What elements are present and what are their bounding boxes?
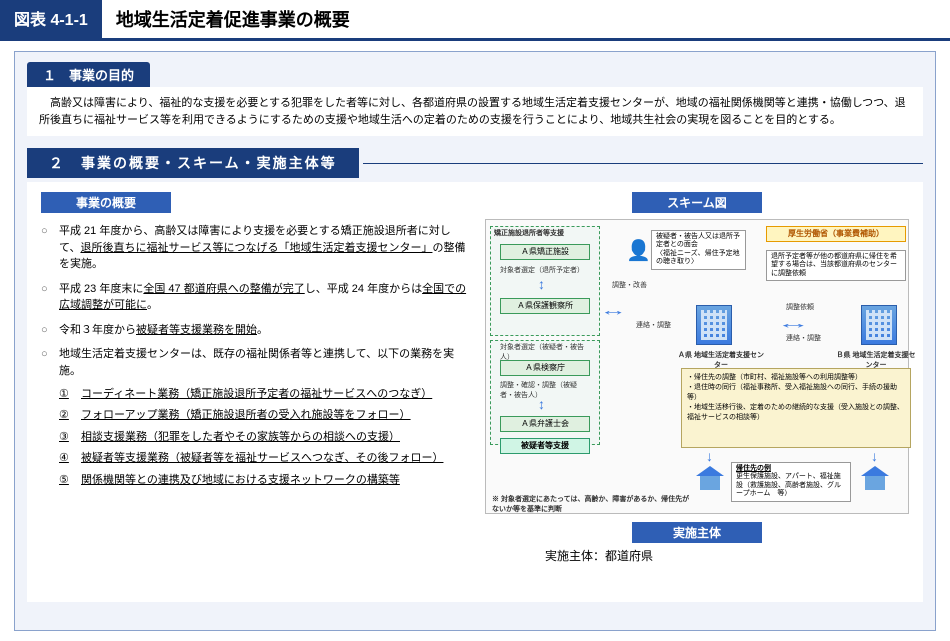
label-sel1: 対象者選定（退所予定者） <box>500 265 590 275</box>
num-1: ①コーディネート業務（矯正施設退所予定者の福祉サービスへのつなぎ） <box>59 387 471 402</box>
node-prosecutor: Ａ県検察庁 <box>500 360 590 376</box>
node-probation: Ａ県保護観察所 <box>500 298 590 314</box>
label-adjust-dep: 調整依頼 <box>786 302 814 312</box>
figure-header: 図表 4-1-1 地域生活定着促進事業の概要 <box>0 0 950 41</box>
bullet-3-u: 被疑者等支援業務を開始 <box>136 324 257 336</box>
section1-body: 高齢又は障害により、福祉的な支援を必要とする犯罪をした者等に対し、各都道府県の設… <box>27 87 923 136</box>
bullet-4: ○ 地域生活定着支援センターは、既存の福祉関係者等と連携して、以下の業務を実施。 <box>41 346 471 379</box>
section2-header-row: ２ 事業の概要・スキーム・実施主体等 <box>27 148 923 178</box>
balloon-1: 被疑者・被告人又は退所予定者との面会 〈福祉ニーズ、帰住予定地の聴き取り〉 <box>651 230 746 270</box>
bullet-3-post: 。 <box>257 324 268 336</box>
yellow-bullets-box: ・帰住先の調整（市町村、福祉施設等への利用調整等） ・退住時の同行（福祉事務所、… <box>681 368 911 448</box>
group-correction <box>490 226 600 336</box>
overview-column: 事業の概要 ○ 平成 21 年度から、高齢又は障害により支援を必要とする矯正施設… <box>41 192 471 590</box>
bullet-3-pre: 令和３年度から <box>59 324 136 336</box>
node-suspect-support: 被疑者等支援 <box>500 438 590 454</box>
label-centerB: Ｂ県 地域生活定着支援センター <box>836 350 916 370</box>
section2-body: 事業の概要 ○ 平成 21 年度から、高齢又は障害により支援を必要とする矯正施設… <box>27 182 923 602</box>
impl-header: 実施主体 <box>632 522 762 543</box>
yb-3: ・地域生活移行後、定着のための継続的な支援（受入施設との調整、福祉サービスの相談… <box>687 402 905 422</box>
section1-header: １ 事業の目的 <box>27 62 150 87</box>
label-adj2: 調整・確認・調整（被疑者・被告人） <box>500 380 590 400</box>
label-sel2: 対象者選定（被疑者・被告人） <box>500 342 590 362</box>
label-adj: 調整・改善 <box>612 280 647 290</box>
bullet-2-u: 全国 47 都道府県への整備が完了 <box>143 283 304 295</box>
impl-body: 実施主体：都道府県 <box>485 547 909 564</box>
outer-panel: １ 事業の目的 高齢又は障害により、福祉的な支援を必要とする犯罪をした者等に対し… <box>14 51 936 631</box>
bullet-1: ○ 平成 21 年度から、高齢又は障害により支援を必要とする矯正施設退所者に対し… <box>41 223 471 273</box>
node-correction: Ａ県矯正施設 <box>500 244 590 260</box>
building-centerB-icon <box>861 305 897 345</box>
bullet-4-pre: 地域生活定着支援センターは、既存の福祉関係者等と連携して、以下の業務を実施。 <box>59 346 471 379</box>
label-liaison: 連絡・調整 <box>636 320 671 330</box>
bullet-1-u: 退所後直ちに福祉サービス等につなげる「地域生活定着支援センター」 <box>80 242 432 254</box>
node-mhlw: 厚生労働省（事業費補助） <box>766 226 906 242</box>
scheme-header: スキーム図 <box>632 192 762 213</box>
num-5: ⑤関係機関等との連携及び地域における支援ネットワークの構築等 <box>59 473 471 488</box>
bullet-2-post: 。 <box>147 299 158 311</box>
house-example-box: 帰住先の例 更生保護施設、アパート、福祉施設（救護施設、高齢者施設、グループホー… <box>731 462 851 502</box>
bullet-2-mid: し、平成 24 年度からは <box>305 283 422 295</box>
num-4: ④被疑者等支援業務（被疑者等を福祉サービスへつなぎ、その後フォロー） <box>59 451 471 466</box>
figure-title: 地域生活定着促進事業の概要 <box>102 0 364 38</box>
person-icon: 👤 <box>626 238 651 263</box>
bullet-2-pre: 平成 23 年度末に <box>59 283 143 295</box>
num-3: ③相談支援業務（犯罪をした者やその家族等からの相談への支援） <box>59 430 471 445</box>
overview-header: 事業の概要 <box>41 192 171 213</box>
num-2: ②フォローアップ業務（矯正施設退所者の受入れ施設等をフォロー） <box>59 408 471 423</box>
scheme-diagram: 矯正施設退所者等支援 Ａ県矯正施設 対象者選定（退所予定者） ↕ Ａ県保護観察所… <box>485 219 909 514</box>
section2-header-line <box>363 163 923 164</box>
house-b-icon <box>861 466 889 490</box>
scheme-footnote: ※ 対象者選定にあたっては、高齢か、障害があるか、帰住先がないか等を基準に判断 <box>492 494 692 514</box>
note-right: 退所予定者等が他の都道府県に帰住を希望する場合は、当該都道府県のセンターに調整依… <box>766 250 906 281</box>
house-a-icon <box>696 466 724 490</box>
section2-header: ２ 事業の概要・スキーム・実施主体等 <box>27 148 359 178</box>
label-centerA: Ａ県 地域生活定着支援センター <box>676 350 766 370</box>
node-bar: Ａ県弁護士会 <box>500 416 590 432</box>
scheme-column: スキーム図 矯正施設退所者等支援 Ａ県矯正施設 対象者選定（退所予定者） ↕ Ａ… <box>485 192 909 590</box>
figure-label: 図表 4-1-1 <box>0 0 102 38</box>
group-correction-label: 矯正施設退所者等支援 <box>494 228 564 238</box>
yb-2: ・退住時の同行（福祉事務所、受入福祉施設への同行、手続の援助等） <box>687 382 905 402</box>
bullet-3: ○ 令和３年度から被疑者等支援業務を開始。 <box>41 322 471 339</box>
yb-1: ・帰住先の調整（市町村、福祉施設等への利用調整等） <box>687 372 905 382</box>
label-liaison2: 連絡・調整 <box>786 333 821 343</box>
bullet-2: ○ 平成 23 年度末に全国 47 都道府県への整備が完了し、平成 24 年度か… <box>41 281 471 314</box>
building-centerA-icon <box>696 305 732 345</box>
